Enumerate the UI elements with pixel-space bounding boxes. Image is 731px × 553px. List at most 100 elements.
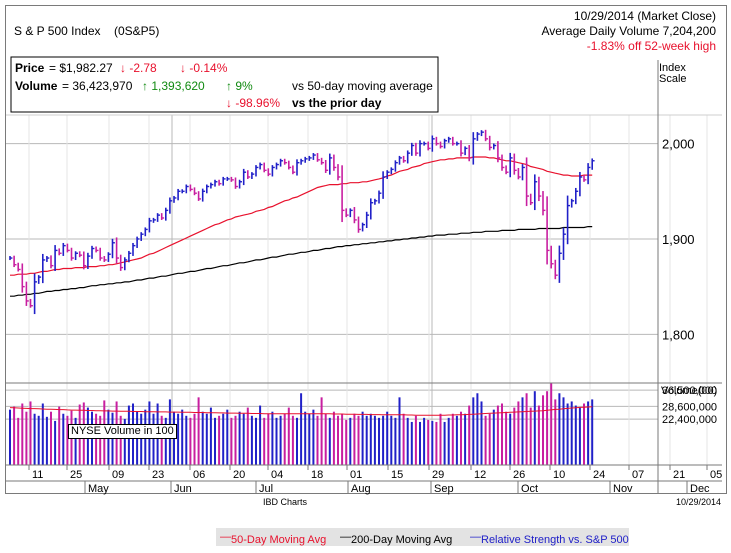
volume-bar: [427, 419, 430, 465]
volume-bar: [447, 417, 450, 465]
volume-bar: [304, 411, 307, 465]
volume-bar: [255, 417, 257, 465]
arrow-up-icon: ↑: [142, 79, 148, 93]
volume-bar: [45, 416, 48, 465]
volume-bar: [50, 411, 52, 465]
volume-bar: [140, 413, 143, 465]
volume-bar: [41, 403, 44, 465]
volume-bar: [484, 415, 487, 465]
volume-bar: [54, 420, 57, 465]
volume-bar: [349, 417, 352, 465]
volume-bar: [394, 417, 397, 465]
volume-bar: [37, 415, 40, 465]
month-label: May: [88, 483, 109, 495]
volume-bar: [460, 411, 462, 465]
volume-bar: [341, 413, 344, 465]
volume-bar: [259, 405, 262, 465]
volume-ma50-line: [9, 406, 593, 416]
volume-bar: [345, 419, 348, 465]
legend-ma50: — 50-Day Moving Avg: [220, 531, 327, 546]
volume-bar: [509, 413, 512, 465]
volume-bar: [160, 415, 163, 465]
volume-box-label: NYSE Volume in 100: [68, 424, 177, 439]
volume-bar: [21, 403, 24, 465]
volume-bar: [382, 415, 385, 465]
moving-average-lines: [10, 156, 593, 297]
volume-bar: [501, 403, 503, 465]
ma200-line: [10, 226, 593, 297]
volume-bar: [505, 411, 508, 465]
volume-pct-prior: ↓ -98.96%: [226, 96, 281, 110]
volume-bar: [62, 413, 65, 465]
volume-value: = 36,423,970: [62, 79, 133, 93]
volume-tick-label: 22,400,000: [662, 414, 717, 426]
volume-bar: [185, 415, 188, 465]
volume-bar: [583, 403, 585, 465]
volume-bar: [279, 415, 282, 465]
volume-bar: [591, 399, 594, 465]
day-tick-label: 29: [432, 469, 444, 481]
volume-bar: [283, 413, 286, 465]
info-box-border: [10, 56, 439, 113]
volume-bar: [214, 417, 216, 465]
volume-bar: [513, 407, 516, 465]
day-tick-label: 24: [593, 469, 605, 481]
legend: — 50-Day Moving Avg — 200-Day Moving Avg…: [216, 528, 629, 546]
volume-bar: [378, 417, 380, 465]
volume-bar: [517, 401, 520, 465]
vs-prior-label: vs the prior day: [292, 96, 382, 110]
source-label: IBD Charts: [263, 497, 308, 507]
day-tick-label: 21: [673, 469, 685, 481]
volume-bar: [566, 403, 569, 465]
volume-bar: [267, 413, 270, 465]
volume-bar: [287, 407, 290, 465]
volume-bar: [357, 415, 360, 465]
volume-bar: [119, 415, 122, 465]
price-tick-label: 1,800: [662, 327, 695, 342]
volume-bar: [164, 417, 167, 465]
volume-bar: [492, 409, 495, 465]
volume-bar: [328, 417, 331, 465]
legend-ma200: — 200-Day Moving Avg: [340, 531, 453, 546]
volume-bar: [177, 413, 180, 465]
month-label: Aug: [351, 483, 371, 495]
volume-bar: [406, 417, 409, 465]
volume-bar: [554, 399, 557, 465]
volume-bar: [361, 411, 364, 465]
volume-bar: [74, 417, 77, 465]
volume-bar: [423, 417, 426, 465]
volume-bar: [353, 413, 356, 465]
month-label: Nov: [613, 483, 633, 495]
grid-lines: [6, 115, 708, 465]
volume-bar: [123, 418, 126, 465]
day-tick-label: 15: [391, 469, 403, 481]
arrow-down-icon: ↓: [226, 96, 232, 110]
volume-pct-50: ↑ 9%: [226, 79, 253, 93]
volume-bar: [529, 407, 532, 465]
volume-bar: [242, 413, 245, 465]
volume-bar: [451, 413, 454, 465]
volume-bar: [234, 415, 237, 465]
day-tick-label: 06: [193, 469, 205, 481]
legend-rs: — Relative Strength vs. S&P 500: [470, 531, 629, 546]
day-tick-label: 26: [513, 469, 525, 481]
volume-bar: [181, 409, 184, 465]
volume-bar: [464, 413, 467, 465]
volume-bar: [472, 397, 475, 465]
chart-frame: [5, 5, 727, 494]
volume-bar: [562, 397, 565, 465]
volume-bar: [250, 415, 253, 465]
volume-bar: [558, 393, 561, 465]
volume-bar: [578, 407, 581, 465]
volume-change: ↑ 1,393,620: [142, 79, 205, 93]
volume-bar: [218, 415, 221, 465]
volume-bar: [369, 413, 372, 465]
volume-bar: [13, 406, 16, 465]
price-tick-label: 2,000: [662, 137, 695, 152]
arrow-down-icon: ↓: [180, 61, 186, 75]
chart-title: S & P 500 Index: [14, 24, 101, 38]
volume-bar: [480, 401, 483, 465]
price-axis-title-2: Scale: [659, 73, 687, 85]
volume-bar: [320, 397, 323, 465]
volume-bar: [386, 411, 389, 465]
